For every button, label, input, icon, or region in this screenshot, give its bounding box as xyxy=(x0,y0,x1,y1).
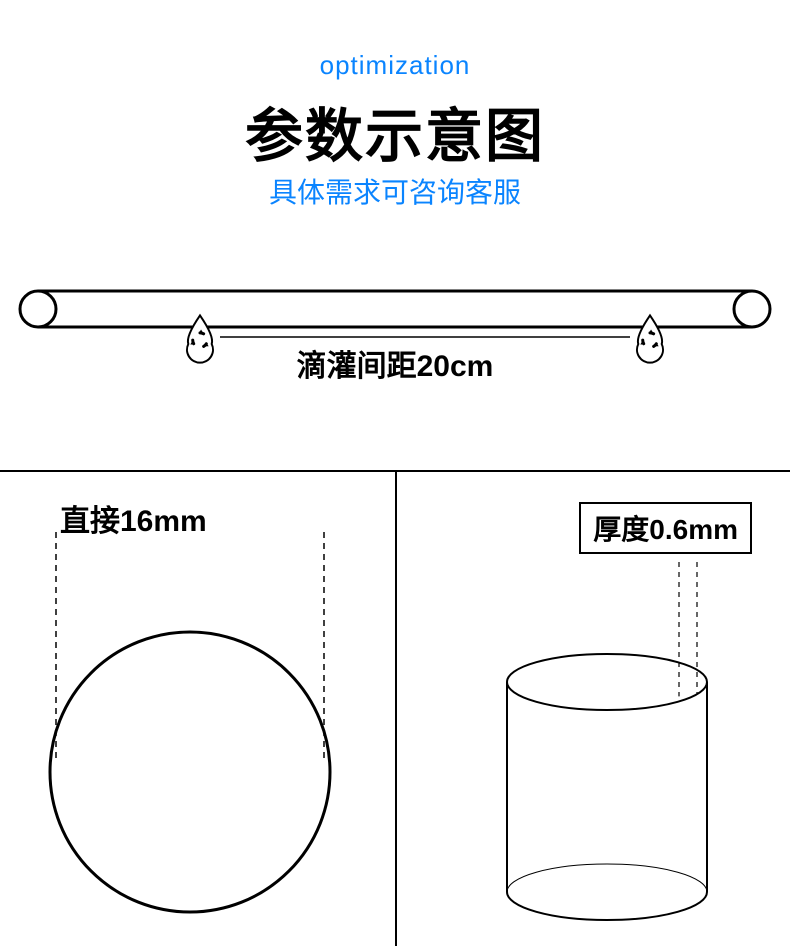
diameter-panel: 直接16mm xyxy=(0,470,397,946)
subtitle-english: optimization xyxy=(0,50,790,81)
thickness-panel: 厚度0.6mm xyxy=(397,470,790,946)
spacing-label: 滴灌间距20cm xyxy=(0,341,790,385)
subtitle-chinese: 具体需求可咨询客服 xyxy=(0,171,790,211)
pipe-diagram: 滴灌间距20cm xyxy=(0,271,790,391)
diameter-label: 直接16mm xyxy=(60,496,207,540)
thickness-label: 厚度0.6mm xyxy=(579,502,752,554)
main-title: 参数示意图 xyxy=(0,89,790,173)
